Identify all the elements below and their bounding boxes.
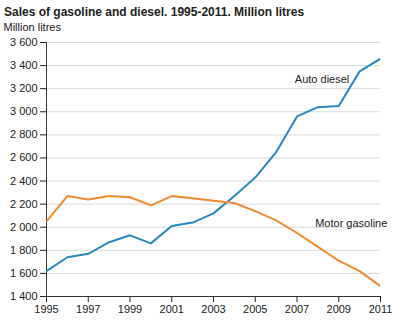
svg-text:2005: 2005 — [243, 303, 267, 315]
svg-text:3 000: 3 000 — [10, 105, 38, 117]
svg-text:1997: 1997 — [76, 303, 100, 315]
svg-text:1 400: 1 400 — [10, 290, 38, 302]
svg-text:2011: 2011 — [369, 303, 393, 315]
svg-text:1 800: 1 800 — [10, 244, 38, 256]
svg-text:2 200: 2 200 — [10, 198, 38, 210]
svg-text:3 400: 3 400 — [10, 59, 38, 71]
svg-text:2009: 2009 — [327, 303, 351, 315]
svg-text:2007: 2007 — [285, 303, 309, 315]
svg-text:3 200: 3 200 — [10, 82, 38, 94]
html-text:Sales of gasoline and diesel.: Sales of gasoline and diesel. 1995-2011.… — [4, 5, 305, 19]
svg-text:1999: 1999 — [118, 303, 142, 315]
svg-text:2 400: 2 400 — [10, 175, 38, 187]
svg-text:Million litres: Million litres — [4, 21, 62, 33]
svg-text:2003: 2003 — [201, 303, 225, 315]
svg-text:3 600: 3 600 — [10, 36, 38, 48]
svg-text:1 600: 1 600 — [10, 267, 38, 279]
svg-text:2 000: 2 000 — [10, 221, 38, 233]
svg-text:2 600: 2 600 — [10, 151, 38, 163]
svg-text:1995: 1995 — [34, 303, 58, 315]
svg-text:Motor gasoline: Motor gasoline — [315, 217, 387, 229]
svg-text:2 800: 2 800 — [10, 128, 38, 140]
svg-text:2001: 2001 — [160, 303, 184, 315]
svg-text:Auto diesel: Auto diesel — [295, 73, 349, 85]
